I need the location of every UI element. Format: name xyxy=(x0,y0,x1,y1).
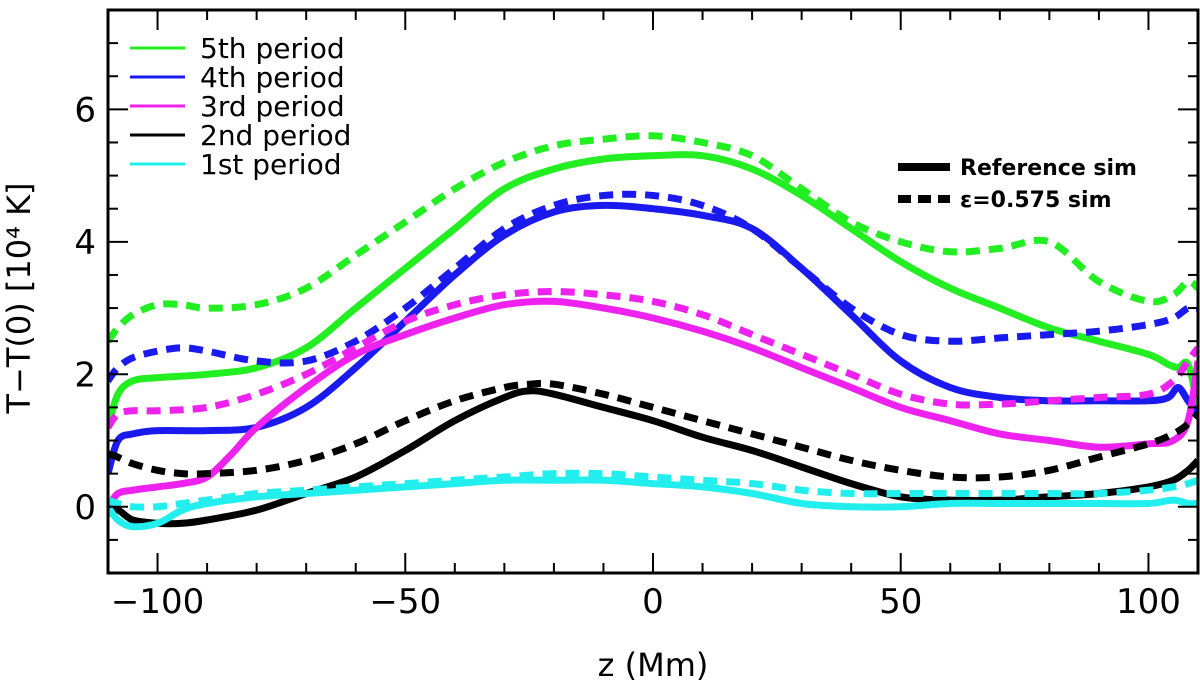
series-layer xyxy=(108,132,1198,531)
series-line-5th-period-eps-sim xyxy=(108,132,1198,344)
style-legend: Reference sim ε=0.575 sim xyxy=(898,156,1137,213)
series-line-3rd-period-eps-sim xyxy=(108,288,1198,430)
legend-label: 2nd period xyxy=(200,119,351,152)
x-tick-label: −100 xyxy=(111,582,204,622)
style-legend-label: ε=0.575 sim xyxy=(960,188,1112,213)
series-line-2nd-period-eps-sim xyxy=(108,379,1198,482)
plot-frame xyxy=(106,8,1200,575)
x-tick-label: 100 xyxy=(1116,582,1181,622)
series-line-1st-period-eps-sim xyxy=(108,469,1198,511)
series-line-3rd-period-reference-sim xyxy=(108,297,1198,509)
x-tick-label: 0 xyxy=(642,582,664,622)
series-line-1st-period-reference-sim xyxy=(108,476,1198,531)
x-tick-label: 50 xyxy=(879,582,922,622)
y-tick-label: 2 xyxy=(74,355,96,395)
legend-label: 4th period xyxy=(200,61,345,94)
x-axis-title: z (Mm) xyxy=(598,646,709,684)
series-line-5th-period-reference-sim xyxy=(108,151,1198,429)
y-tick-label: 4 xyxy=(74,223,96,263)
legend-label: 1st period xyxy=(200,148,341,181)
series-line-2nd-period-reference-sim xyxy=(108,387,1198,528)
style-legend-label: Reference sim xyxy=(960,156,1137,181)
x-tick-label: −50 xyxy=(369,582,441,622)
legend-label: 3rd period xyxy=(200,90,345,123)
y-tick-label: 0 xyxy=(74,488,96,528)
series-line-4th-period-eps-sim xyxy=(108,190,1198,384)
series-line-4th-period-reference-sim xyxy=(108,201,1198,475)
y-tick-label: 6 xyxy=(74,90,96,130)
ticks-layer: −100 −50 0 50 100 0 2 4 6 xyxy=(74,9,1199,622)
legend-label: 5th period xyxy=(200,32,345,65)
y-axis-title: T−T(0) [10⁴ K] xyxy=(0,182,38,414)
